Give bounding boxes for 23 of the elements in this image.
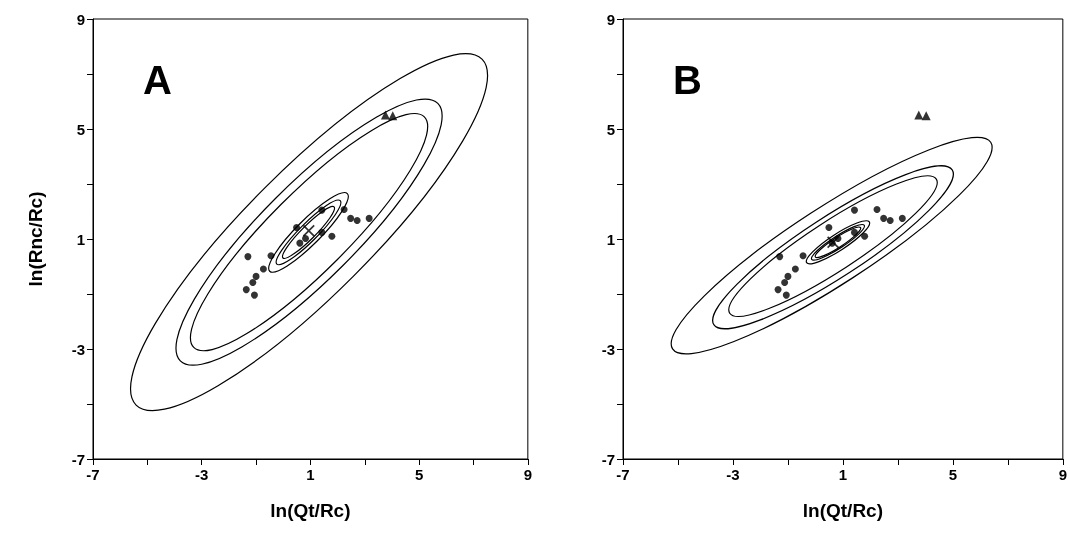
y-tick-label: 9	[76, 10, 85, 28]
x-tick-label: 1	[306, 466, 315, 483]
y-tick-label: -7	[71, 450, 85, 468]
y-tick-label: -7	[601, 450, 615, 468]
x-tick-label: 5	[414, 466, 424, 483]
x-axis-title: ln(Qt/Rc)	[270, 500, 351, 521]
y-tick-label: -3	[71, 340, 85, 358]
y-tick-label: 5	[76, 120, 85, 138]
x-tick-label: -3	[195, 466, 209, 483]
text: B	[673, 58, 702, 102]
y-tick-label: 9	[606, 10, 615, 28]
y-tick-label: 1	[606, 230, 615, 248]
y-tick-label: 1	[76, 230, 85, 248]
y-tick-label: -3	[601, 340, 615, 358]
y-tick-label: 5	[606, 120, 615, 138]
x-tick-label: 1	[838, 466, 848, 483]
x-axis-title: ln(Qt/Rc)	[802, 500, 884, 521]
x-tick-label: -3	[726, 466, 740, 483]
text: A	[143, 58, 172, 102]
x-tick-label: 9	[1058, 466, 1067, 483]
y-axis-title: ln(Rnc/Rc)	[25, 191, 46, 287]
x-tick-label: 9	[523, 466, 532, 483]
x-tick-label: 5	[948, 466, 958, 483]
